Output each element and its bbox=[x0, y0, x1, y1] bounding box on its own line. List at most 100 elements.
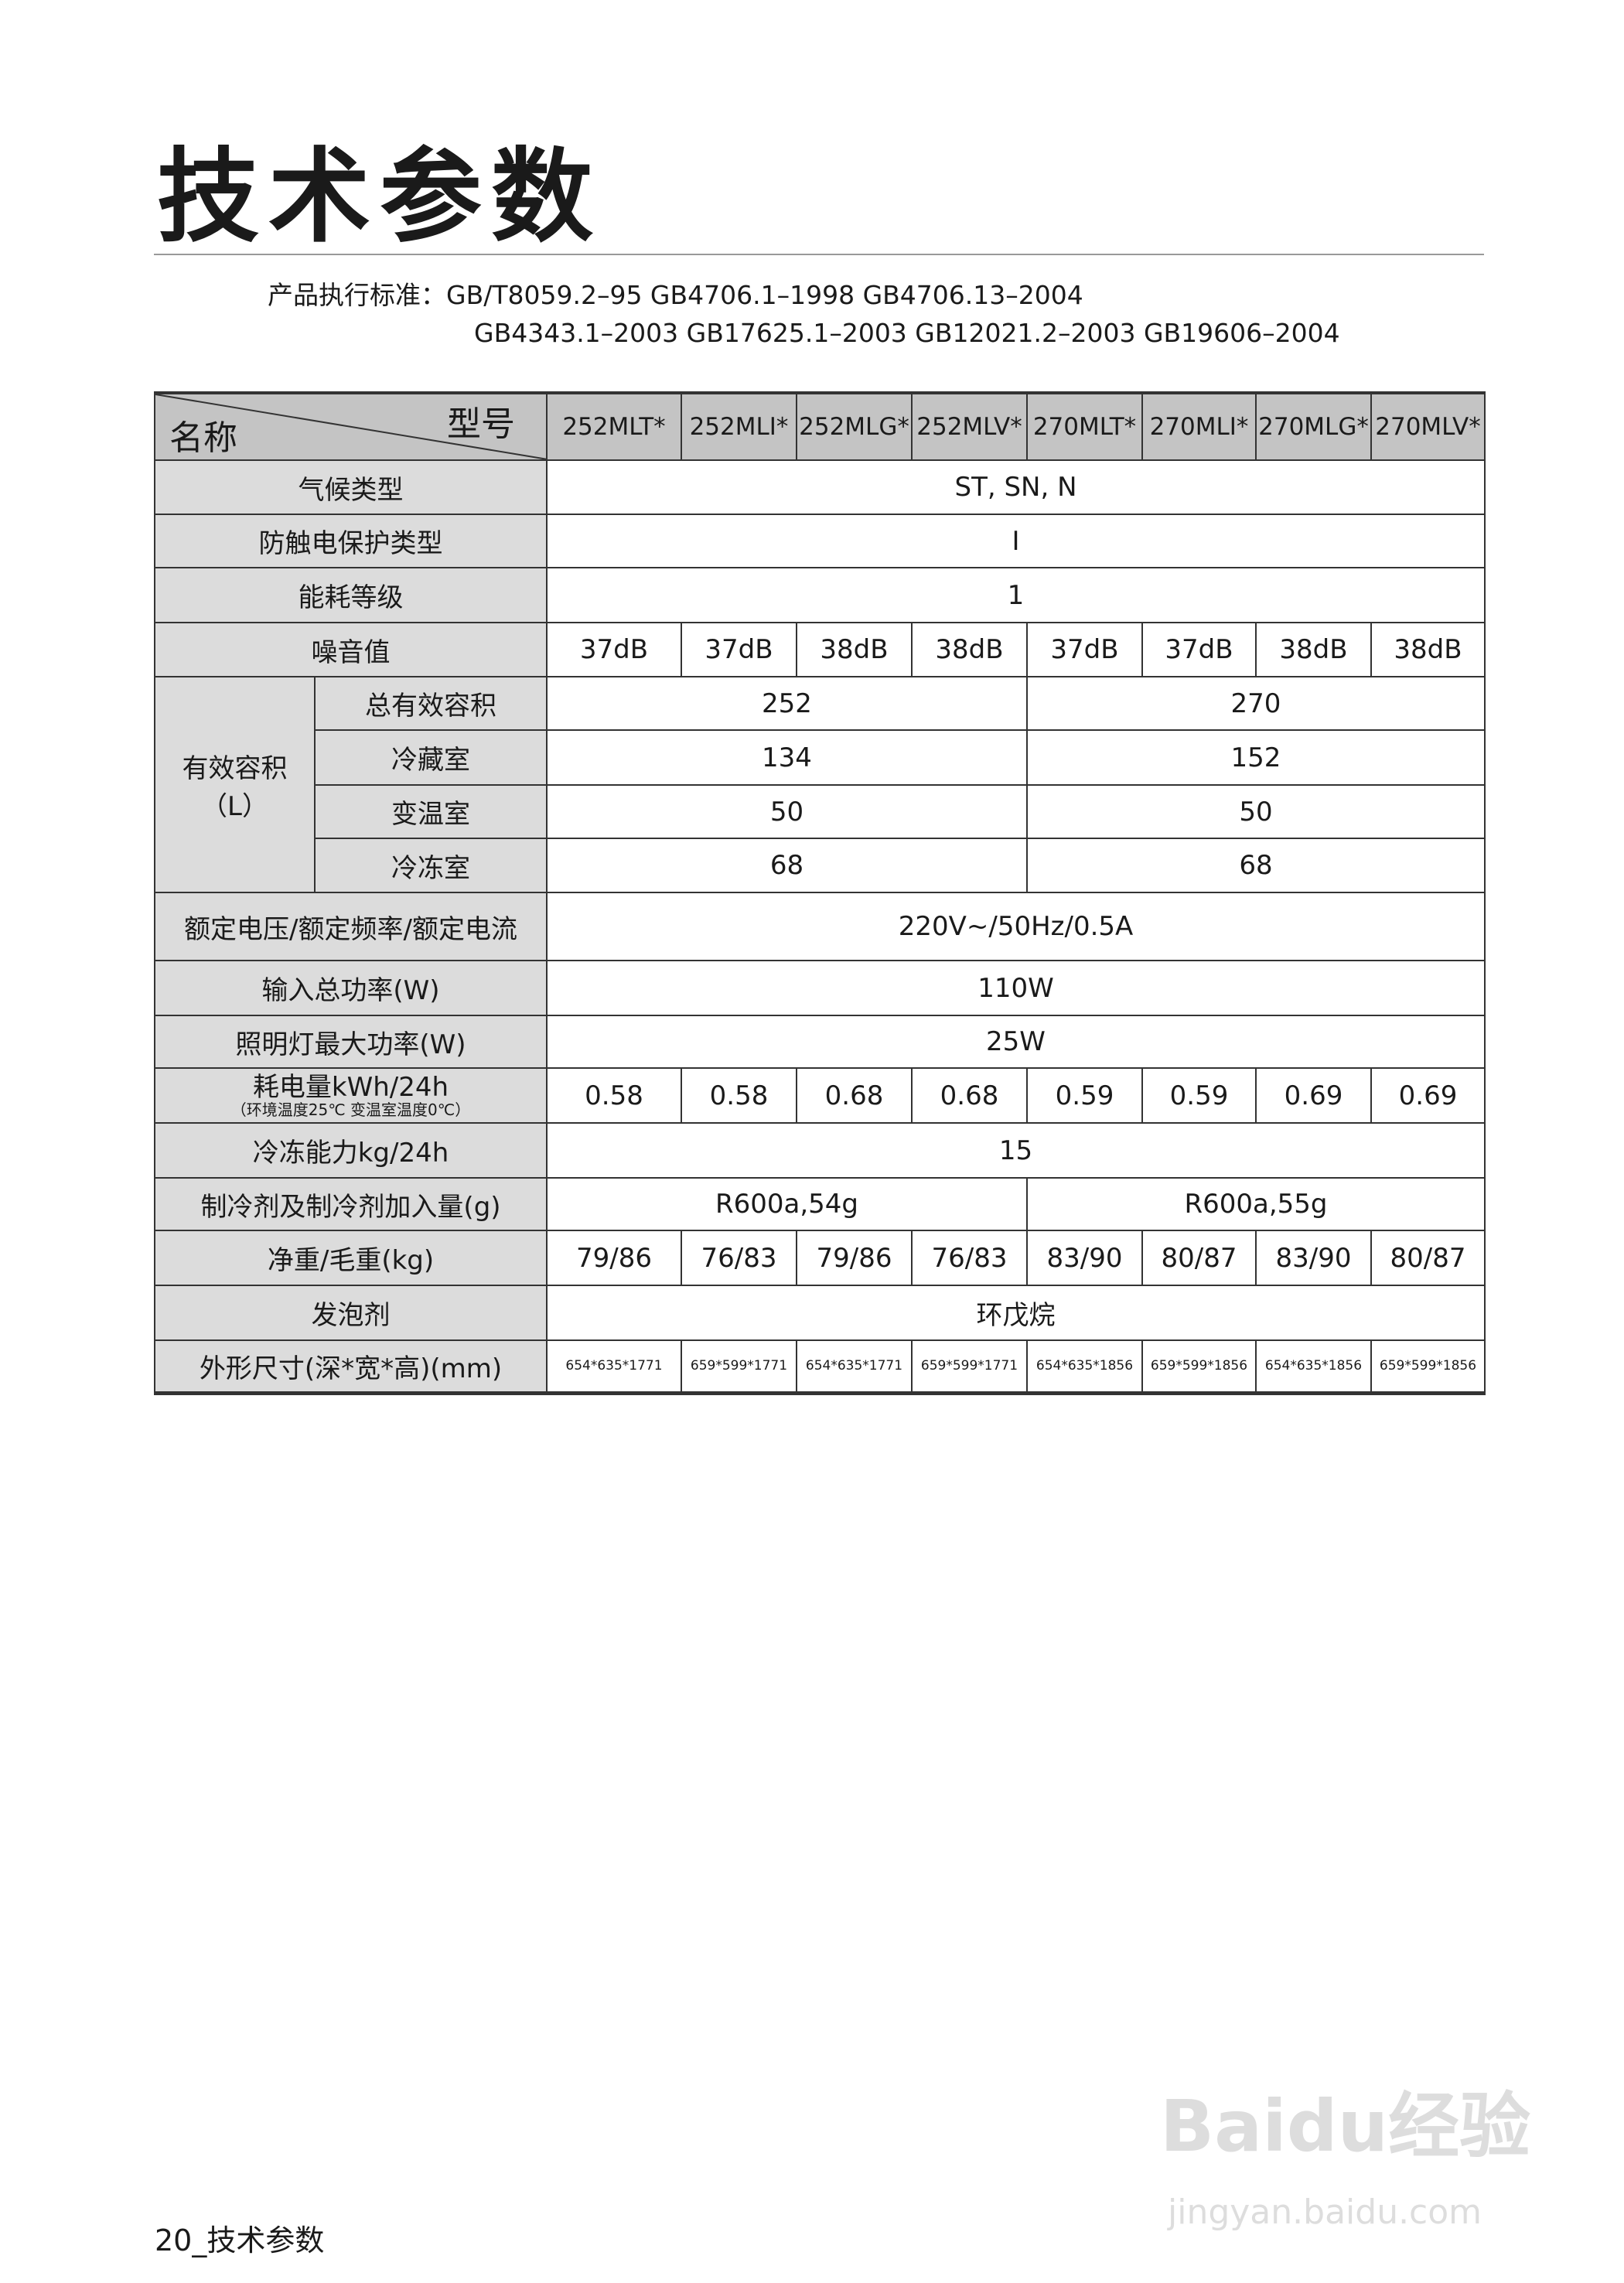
row-label: 噪音值 bbox=[154, 622, 548, 677]
model-header: 252MLG* bbox=[796, 391, 913, 461]
row-label: 发泡剂 bbox=[154, 1285, 548, 1341]
row-label: 变温室 bbox=[314, 784, 548, 839]
header-row: 型号 名称 252MLT* 252MLI* 252MLG* 252MLV* 27… bbox=[154, 391, 1486, 461]
model-header: 252MLI* bbox=[681, 391, 797, 461]
cell: 0.68 bbox=[796, 1067, 913, 1124]
volume-unit: （L） bbox=[201, 790, 268, 822]
table-row: 有效容积 （L） 总有效容积 252 270 bbox=[154, 676, 1486, 893]
corner-name-label: 名称 bbox=[169, 418, 237, 458]
model-header: 270MLV* bbox=[1370, 391, 1486, 461]
row-label: 能耗等级 bbox=[154, 567, 548, 623]
table-row: 能耗等级 1 bbox=[154, 567, 1486, 623]
cell: R600a,55g bbox=[1026, 1177, 1486, 1231]
row-label: 耗电量kWh/24h bbox=[252, 1071, 449, 1103]
table-row: 冷冻能力kg/24h 15 bbox=[154, 1122, 1486, 1179]
row-label: 冷冻室 bbox=[314, 838, 548, 893]
cell: 654*635*1856 bbox=[1026, 1339, 1143, 1395]
table-row: 额定电压/额定频率/额定电流 220V~/50Hz/0.5A bbox=[154, 892, 1486, 961]
table-row: 噪音值 37dB 37dB 38dB 38dB 37dB 37dB 38dB 38dB bbox=[154, 622, 1486, 677]
cell: 252 bbox=[546, 676, 1028, 731]
row-label: 制冷剂及制冷剂加入量(g) bbox=[154, 1177, 548, 1231]
table-row: 防触电保护类型 I bbox=[154, 514, 1486, 568]
cell: 0.59 bbox=[1026, 1067, 1143, 1124]
row-label: 输入总功率(W) bbox=[154, 960, 548, 1016]
baidu-watermark-logo: Baidu经验 bbox=[1160, 2085, 1531, 2168]
cell: 38dB bbox=[911, 622, 1028, 677]
row-label: 净重/毛重(kg) bbox=[154, 1230, 548, 1286]
standards-line-2: GB4343.1–2003 GB17625.1–2003 GB12021.2–2… bbox=[474, 318, 1340, 348]
row-label: 总有效容积 bbox=[314, 676, 548, 731]
table-row: 输入总功率(W) 110W bbox=[154, 960, 1486, 1016]
row-label: 照明灯最大功率(W) bbox=[154, 1015, 548, 1069]
cell: 0.68 bbox=[911, 1067, 1028, 1124]
cell: 134 bbox=[546, 729, 1028, 786]
title-rule bbox=[154, 254, 1484, 255]
cell: 270 bbox=[1026, 676, 1486, 731]
cell: 83/90 bbox=[1026, 1230, 1143, 1286]
volume-label: 有效容积 bbox=[182, 752, 288, 784]
table-row: 发泡剂 环戊烷 bbox=[154, 1285, 1486, 1341]
table-row: 耗电量kWh/24h （环境温度25℃ 变温室温度0℃） 0.58 0.58 0.68… bbox=[154, 1067, 1486, 1124]
cell: 50 bbox=[546, 784, 1028, 839]
cell: I bbox=[546, 514, 1486, 568]
cell: 83/90 bbox=[1255, 1230, 1372, 1286]
cell: 38dB bbox=[1370, 622, 1486, 677]
cell: 1 bbox=[546, 567, 1486, 623]
cell: 68 bbox=[546, 838, 1028, 893]
row-label: 冷冻能力kg/24h bbox=[154, 1122, 548, 1179]
cell: 37dB bbox=[681, 622, 797, 677]
page-title: 技术参数 bbox=[157, 138, 602, 257]
cell: ST, SN, N bbox=[546, 459, 1486, 515]
row-label: 外形尺寸(深*宽*高)(mm) bbox=[154, 1339, 548, 1395]
row-label: 防触电保护类型 bbox=[154, 514, 548, 568]
cell: 654*635*1771 bbox=[546, 1339, 682, 1395]
model-header: 270MLT* bbox=[1026, 391, 1143, 461]
table-row: 制冷剂及制冷剂加入量(g) R600a,54g R600a,55g bbox=[154, 1177, 1486, 1231]
page-footer: 20_技术参数 bbox=[155, 2223, 325, 2257]
diagonal-line bbox=[159, 396, 545, 459]
cell: 110W bbox=[546, 960, 1486, 1016]
standards-line-1: 产品执行标准：GB/T8059.2–95 GB4706.1–1998 GB470… bbox=[268, 280, 1083, 310]
cell: 15 bbox=[546, 1122, 1486, 1179]
cell: 659*599*1771 bbox=[911, 1339, 1028, 1395]
model-header: 252MLV* bbox=[911, 391, 1028, 461]
corner-model-label: 型号 bbox=[447, 404, 515, 444]
table-row: 气候类型 ST, SN, N bbox=[154, 459, 1486, 515]
cell: 654*635*1771 bbox=[796, 1339, 913, 1395]
consumption-label-cell: 耗电量kWh/24h （环境温度25℃ 变温室温度0℃） bbox=[154, 1067, 548, 1124]
cell: 220V~/50Hz/0.5A bbox=[546, 892, 1486, 961]
cell: 37dB bbox=[1026, 622, 1143, 677]
volume-group-label: 有效容积 （L） bbox=[154, 676, 316, 893]
table-row: 变温室 50 50 bbox=[155, 784, 1486, 839]
cell: 38dB bbox=[1255, 622, 1372, 677]
cell: 0.59 bbox=[1141, 1067, 1257, 1124]
cell: 0.58 bbox=[681, 1067, 797, 1124]
row-label: 气候类型 bbox=[154, 459, 548, 515]
cell: 68 bbox=[1026, 838, 1486, 893]
table-row: 净重/毛重(kg) 79/86 76/83 79/86 76/83 83/90 80/87… bbox=[154, 1230, 1486, 1286]
cell: 0.69 bbox=[1370, 1067, 1486, 1124]
cell: 37dB bbox=[1141, 622, 1257, 677]
cell: 79/86 bbox=[796, 1230, 913, 1286]
cell: 0.58 bbox=[546, 1067, 682, 1124]
baidu-watermark-url: jingyan.baidu.com bbox=[1168, 2193, 1482, 2232]
cell: R600a,54g bbox=[546, 1177, 1028, 1231]
table-row: 外形尺寸(深*宽*高)(mm) 654*635*1771 659*599*1771… bbox=[154, 1339, 1486, 1395]
cell: 76/83 bbox=[681, 1230, 797, 1286]
model-header: 252MLT* bbox=[546, 391, 682, 461]
row-label: 额定电压/额定频率/额定电流 bbox=[154, 892, 548, 961]
cell: 152 bbox=[1026, 729, 1486, 786]
cell: 25W bbox=[546, 1015, 1486, 1069]
cell: 38dB bbox=[796, 622, 913, 677]
cell: 80/87 bbox=[1370, 1230, 1486, 1286]
corner-cell: 型号 名称 bbox=[154, 391, 548, 461]
cell: 环戊烷 bbox=[546, 1285, 1486, 1341]
cell: 0.69 bbox=[1255, 1067, 1372, 1124]
table-row: 冷冻室 68 68 bbox=[155, 838, 1486, 893]
table-row: 冷藏室 134 152 bbox=[155, 729, 1486, 786]
model-header: 270MLG* bbox=[1255, 391, 1372, 461]
cell: 659*599*1856 bbox=[1370, 1339, 1486, 1395]
row-note: （环境温度25℃ 变温室温度0℃） bbox=[230, 1100, 471, 1119]
cell: 659*599*1856 bbox=[1141, 1339, 1257, 1395]
model-header: 270MLI* bbox=[1141, 391, 1257, 461]
